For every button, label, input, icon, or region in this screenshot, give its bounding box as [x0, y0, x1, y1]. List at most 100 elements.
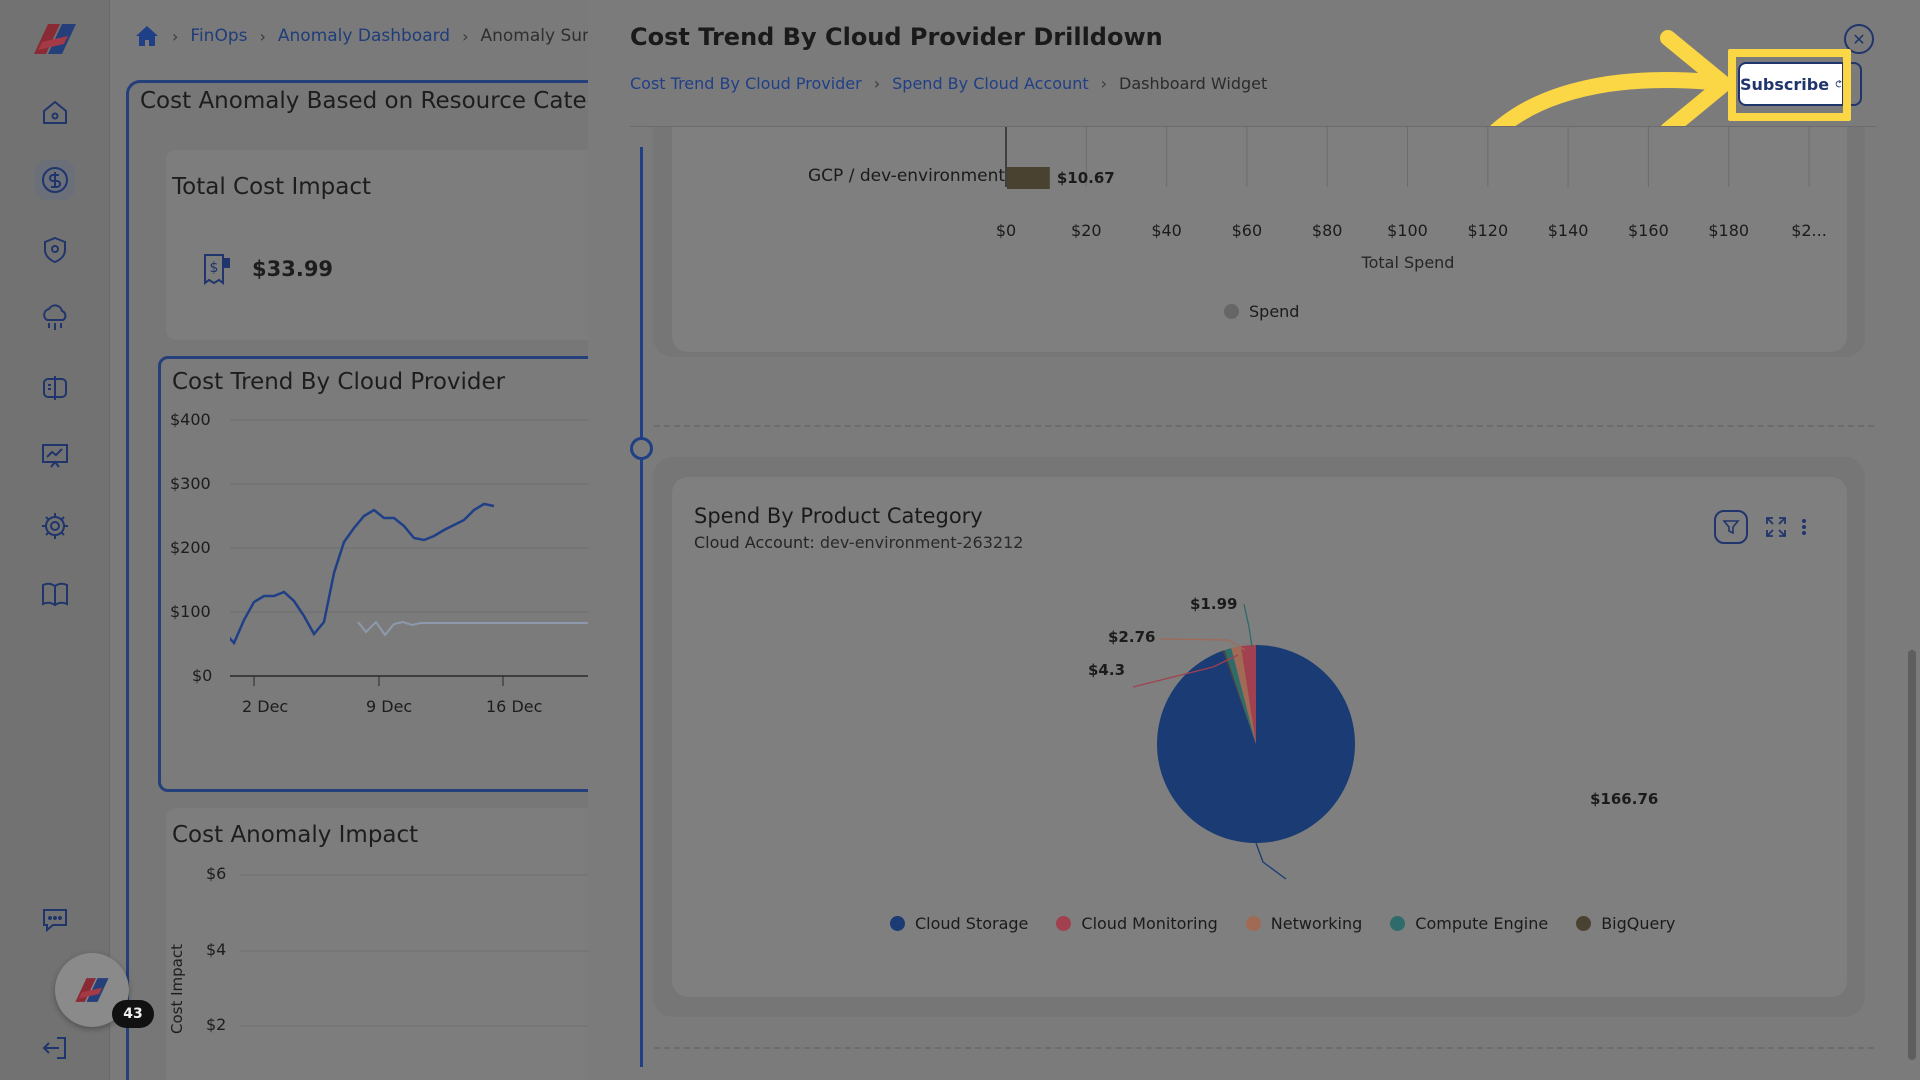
y-tick: $6 — [206, 864, 227, 883]
x-tick-label: $100 — [1387, 221, 1428, 240]
logout-icon[interactable] — [35, 1028, 75, 1068]
bar-legend: Spend — [1224, 302, 1299, 321]
legend-dot — [890, 916, 905, 931]
refresh-icon — [1835, 80, 1842, 88]
pie-slice-cloud-storage[interactable] — [1157, 645, 1356, 843]
y-tick: $100 — [170, 602, 211, 621]
pie-leader-line — [1132, 654, 1239, 688]
chat-icon[interactable] — [35, 900, 75, 940]
resource-category-title: Cost Anomaly Based on Resource Category — [140, 88, 588, 114]
pie-leader-line — [1255, 842, 1287, 880]
pie-chart-svg — [1132, 603, 1356, 880]
legend-item-spend[interactable]: Spend — [1224, 302, 1299, 321]
anomaly-impact-card — [166, 808, 588, 1080]
close-button[interactable]: ✕ — [1844, 24, 1874, 54]
breadcrumb: › FinOps › Anomaly Dashboard › Anomaly S… — [134, 24, 588, 48]
app-logo-icon — [34, 24, 76, 54]
legend-item-cloud-storage[interactable]: Cloud Storage — [890, 914, 1028, 933]
total-cost-amount: $33.99 — [252, 257, 334, 281]
timeline-line — [640, 147, 643, 1067]
home-icon[interactable] — [35, 92, 75, 132]
widget-subtitle: Cloud Account: dev-environment-263212 — [694, 533, 1023, 552]
anomaly-impact-gridlines — [240, 874, 588, 1027]
pie-data-label: $2.76 — [1108, 628, 1156, 646]
pie-slice-compute-engine[interactable] — [1224, 648, 1256, 744]
expand-button[interactable] — [1762, 513, 1790, 541]
y-tick: $400 — [170, 410, 211, 429]
scrollbar[interactable] — [1908, 650, 1916, 1060]
app-logo-icon — [75, 978, 109, 1002]
y-tick: $0 — [192, 666, 213, 685]
legend-dot — [1056, 916, 1072, 931]
crumb-spend-by-account[interactable]: Spend By Cloud Account — [892, 74, 1089, 93]
total-cost-title: Total Cost Impact — [172, 174, 372, 200]
breadcrumb-finops[interactable]: FinOps — [190, 26, 248, 46]
close-icon: ✕ — [1852, 29, 1866, 49]
more-options-button[interactable] — [1796, 513, 1812, 541]
legend-item-bigquery[interactable]: BigQuery — [1576, 914, 1675, 933]
book-icon[interactable] — [35, 574, 75, 614]
legend-dot — [1576, 916, 1592, 931]
drawer-scroll-area[interactable]: GCP / dev-environment $10.67 $0 $20 $40 $60… — [588, 127, 1920, 1080]
bar-chart-svg — [1005, 127, 1810, 189]
x-tick-label: $140 — [1547, 221, 1589, 240]
pie-data-label: $166.76 — [1590, 790, 1659, 808]
home-icon[interactable] — [134, 24, 160, 48]
legend-item-compute-engine[interactable]: Compute Engine — [1390, 914, 1548, 933]
y-tick: $2 — [206, 1015, 227, 1034]
subtitle-label: Cloud Account: — [694, 533, 815, 552]
compare-icon[interactable] — [35, 368, 75, 408]
x-tick-label: $80 — [1311, 221, 1343, 240]
x-tick-label: $160 — [1628, 221, 1669, 240]
y-tick: $4 — [206, 940, 227, 959]
pie-leader-line — [1159, 638, 1246, 651]
legend-dot — [1390, 916, 1406, 931]
legend-item-cloud-monitoring[interactable]: Cloud Monitoring — [1056, 914, 1218, 933]
crumb-cost-trend[interactable]: Cost Trend By Cloud Provider — [630, 74, 862, 93]
bar-category-label: GCP / dev-environment — [808, 166, 1006, 186]
chevron-right-icon: › — [172, 26, 179, 46]
highlight-box — [1728, 49, 1851, 121]
x-tick-label: $40 — [1151, 221, 1182, 240]
presentation-chart-icon[interactable] — [35, 436, 75, 476]
crumb-dashboard-widget: Dashboard Widget — [1119, 74, 1268, 93]
legend-label: BigQuery — [1601, 914, 1676, 933]
pie-slice-bigquery[interactable] — [1222, 650, 1256, 744]
breadcrumb-anomaly-dashboard[interactable]: Anomaly Dashboard — [277, 26, 451, 46]
bar-gcp-dev-environment[interactable] — [1007, 167, 1050, 189]
legend-label: Networking — [1270, 914, 1363, 933]
pie-slice-cloud-monitoring[interactable] — [1240, 645, 1256, 744]
background-app: › FinOps › Anomaly Dashboard › Anomaly S… — [0, 0, 588, 1080]
bar-data-label: $10.67 — [1056, 169, 1115, 187]
subscribe-button[interactable]: Subscribe — [1738, 62, 1844, 106]
legend-label: Cloud Storage — [915, 914, 1029, 933]
filter-button[interactable] — [1714, 510, 1748, 544]
x-tick-label: $2... — [1791, 221, 1827, 240]
receipt-dollar-icon: $ — [204, 254, 230, 285]
cloud-network-icon[interactable] — [35, 298, 75, 338]
x-tick-label: $0 — [995, 221, 1017, 240]
chevron-right-icon: › — [462, 26, 469, 46]
x-tick-label: $60 — [1231, 221, 1263, 240]
sidebar — [0, 0, 110, 1080]
x-tick: 16 Dec — [486, 697, 543, 716]
spend-by-account-widget — [672, 127, 1847, 352]
x-tick: 9 Dec — [366, 697, 413, 716]
drawer-breadcrumb: Cost Trend By Cloud Provider › Spend By … — [630, 74, 1267, 93]
gear-icon[interactable] — [35, 506, 75, 546]
shield-icon[interactable] — [35, 230, 75, 270]
widget-title: Spend By Product Category — [694, 504, 983, 528]
x-tick-label: $120 — [1467, 221, 1509, 240]
step-divider — [654, 425, 1874, 427]
legend-item-networking[interactable]: Networking — [1245, 914, 1363, 933]
pie-data-label: $1.99 — [1190, 595, 1238, 613]
filter-icon — [1722, 520, 1740, 535]
anomaly-impact-title: Cost Anomaly Impact — [172, 822, 419, 848]
chevron-right-icon: › — [873, 74, 881, 93]
pie-slice-networking[interactable] — [1231, 646, 1256, 744]
cost-trend-card[interactable] — [158, 356, 588, 792]
breadcrumb-anomaly-summary: Anomaly Summary — [480, 26, 589, 46]
dollar-icon[interactable] — [35, 160, 75, 200]
notification-badge: 43 — [112, 1000, 154, 1028]
expand-icon — [1766, 517, 1786, 537]
